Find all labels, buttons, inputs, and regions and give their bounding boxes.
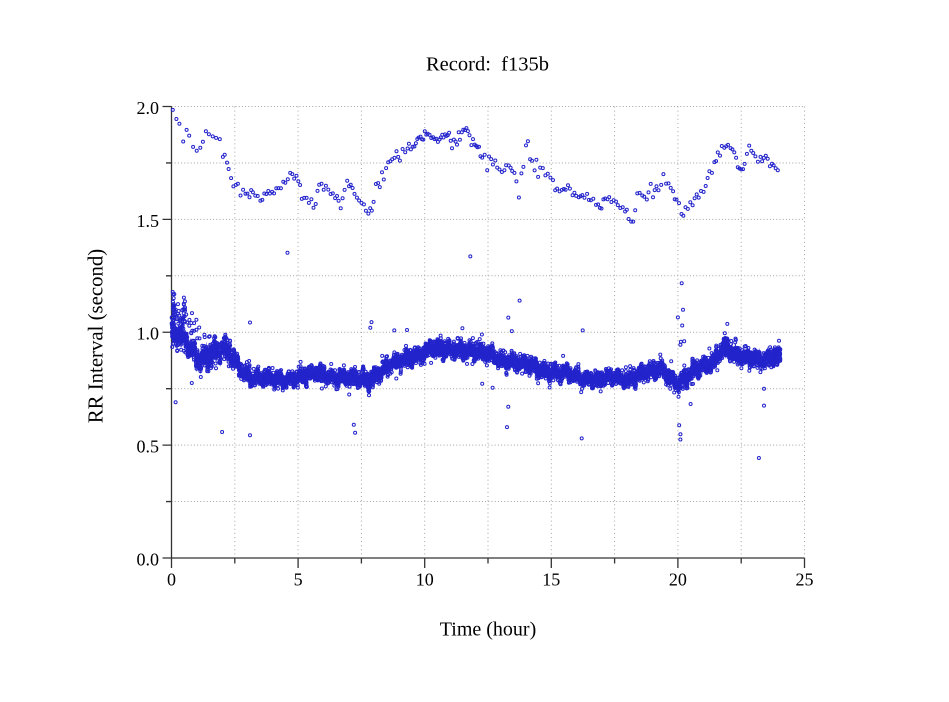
- svg-text:10: 10: [416, 570, 434, 590]
- svg-text:20: 20: [669, 570, 687, 590]
- svg-text:Time (hour): Time (hour): [440, 619, 536, 641]
- svg-text:RR Interval (second): RR Interval (second): [85, 249, 108, 423]
- svg-text:25: 25: [796, 570, 814, 590]
- svg-text:2.0: 2.0: [137, 98, 160, 118]
- svg-text:0.5: 0.5: [137, 437, 160, 457]
- svg-text:0: 0: [167, 570, 176, 590]
- svg-text:1.0: 1.0: [137, 324, 160, 344]
- svg-text:15: 15: [542, 570, 560, 590]
- svg-text:0.0: 0.0: [137, 549, 160, 569]
- svg-text:Record: f135b: Record: f135b: [426, 54, 549, 76]
- svg-text:5: 5: [294, 570, 303, 590]
- svg-text:1.5: 1.5: [137, 211, 160, 231]
